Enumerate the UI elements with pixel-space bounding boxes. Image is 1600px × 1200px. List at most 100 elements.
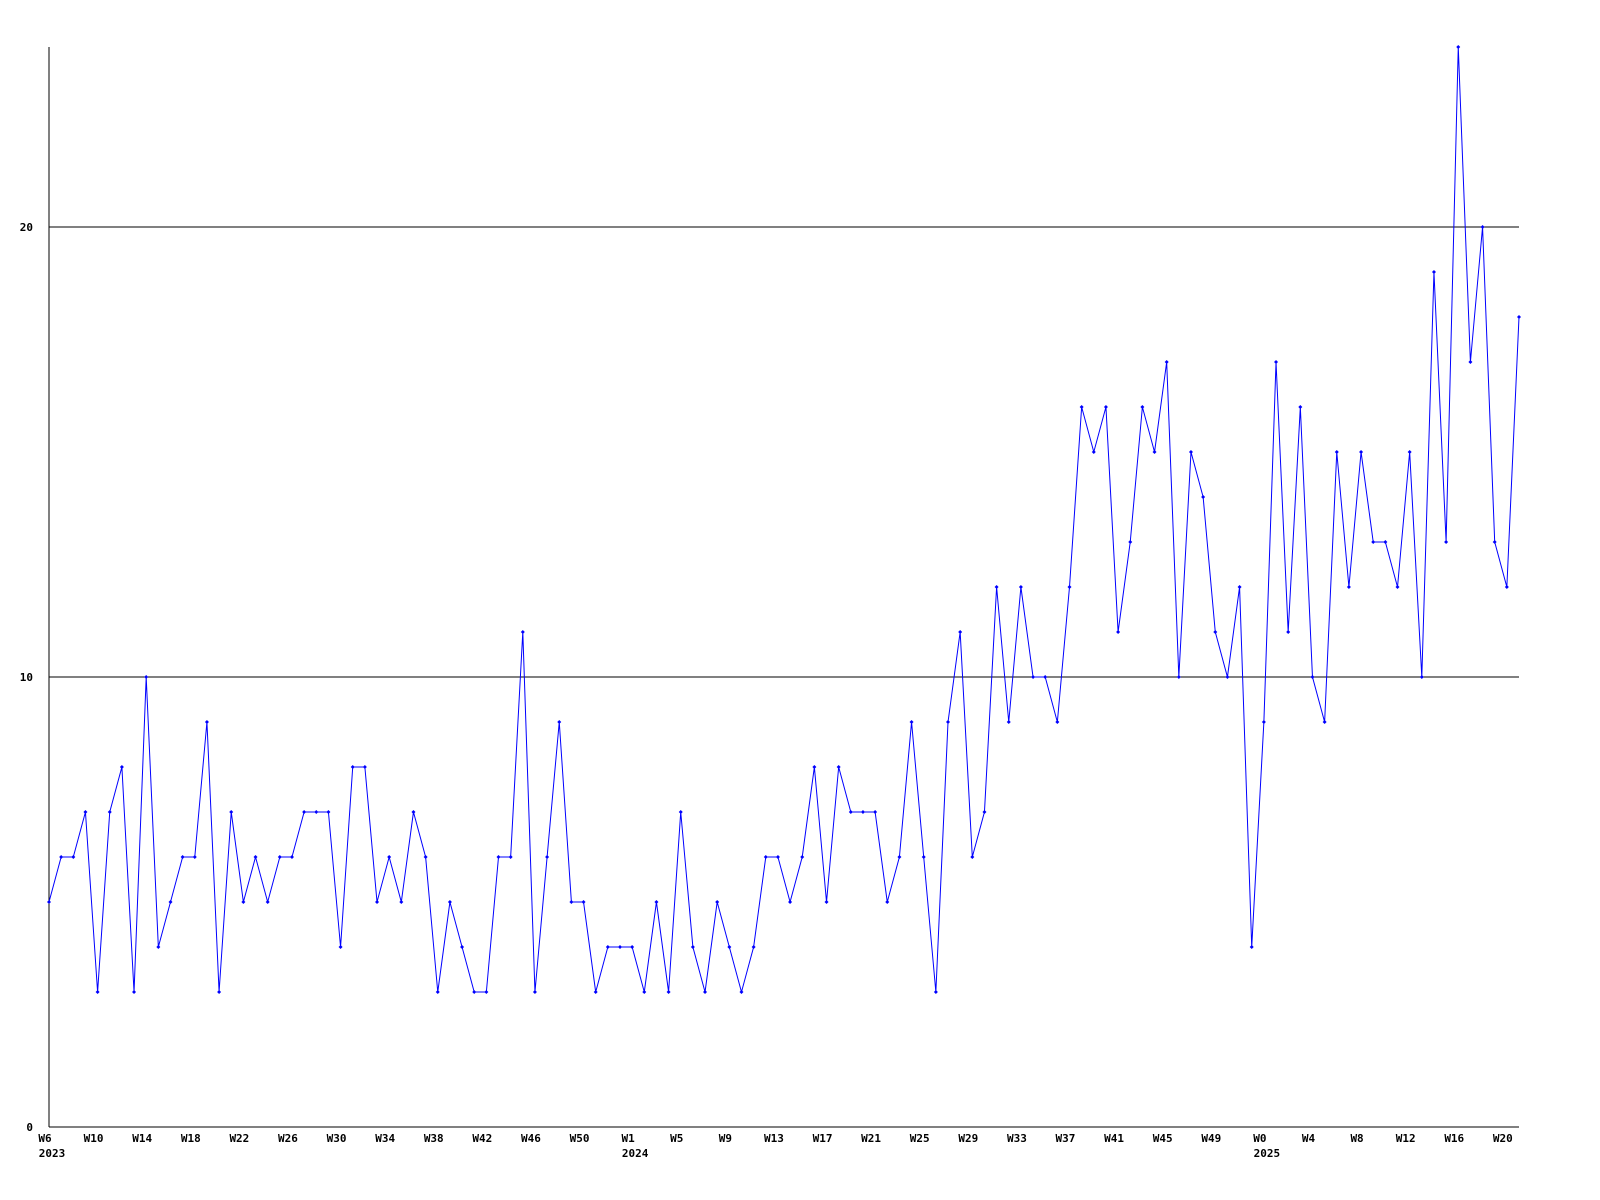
data-point [192,855,197,859]
data-point [1395,585,1400,589]
x-tick-label: W5 [670,1132,683,1145]
x-tick-label: W30 [327,1132,347,1145]
data-point [1201,495,1206,499]
x-tick-label: W26 [278,1132,298,1145]
data-point [1334,450,1339,454]
data-point [168,900,173,904]
data-point [1043,675,1048,679]
data-point [763,855,768,859]
data-point [909,720,914,724]
x-tick-label: W0 [1253,1132,1266,1145]
data-point [1322,720,1327,724]
x-tick-label: W42 [472,1132,492,1145]
data-point [362,765,367,769]
data-point [812,765,817,769]
data-point [1164,360,1169,364]
data-point [678,810,683,814]
data-point [83,810,88,814]
data-point [472,990,477,994]
data-point [958,630,963,634]
data-point [1492,540,1497,544]
data-point [946,720,951,724]
data-point [617,945,622,949]
data-point [1128,540,1133,544]
data-point [605,945,610,949]
data-point [703,990,708,994]
data-point [180,855,185,859]
data-point [1249,945,1254,949]
data-point [1419,675,1424,679]
x-tick-label: W8 [1350,1132,1363,1145]
data-point [253,855,258,859]
y-tick-label: 0 [26,1121,33,1134]
data-point [423,855,428,859]
data-point [71,855,76,859]
data-point [1188,450,1193,454]
data-point [460,945,465,949]
x-tick-label: W37 [1056,1132,1076,1145]
data-point [897,855,902,859]
data-point [1371,540,1376,544]
data-point [1261,720,1266,724]
data-point [532,990,537,994]
data-point [557,720,562,724]
data-point [217,990,222,994]
data-point [860,810,865,814]
x-tick-label: W14 [132,1132,152,1145]
data-point [1018,585,1023,589]
y-tick-label: 10 [20,671,33,684]
x-year-label: 2023 [39,1147,66,1160]
x-tick-label: W38 [424,1132,444,1145]
data-point [1407,450,1412,454]
data-point [970,855,975,859]
x-tick-label: W1 [622,1132,636,1145]
x-tick-label: W41 [1104,1132,1124,1145]
data-point [387,855,392,859]
x-year-label: 2024 [622,1147,649,1160]
data-point [314,810,319,814]
x-tick-label: W45 [1153,1132,1173,1145]
x-tick-label: W6 [38,1132,52,1145]
data-point [1116,630,1121,634]
data-point [690,945,695,949]
data-point [873,810,878,814]
data-point [1237,585,1242,589]
data-point [484,990,489,994]
data-point [1225,675,1230,679]
x-tick-label: W33 [1007,1132,1027,1145]
data-point [1079,405,1084,409]
x-tick-label: W25 [910,1132,930,1145]
data-point [435,990,440,994]
data-point [1006,720,1011,724]
data-point [1456,45,1461,49]
data-point [824,900,829,904]
data-point [593,990,598,994]
data-point [715,900,720,904]
data-point [350,765,355,769]
data-point [47,900,51,904]
data-point [654,900,659,904]
data-point [1431,270,1436,274]
data-point [119,765,124,769]
data-point [289,855,294,859]
x-tick-label: W21 [861,1132,881,1145]
data-point [1140,405,1145,409]
data-point [1152,450,1157,454]
data-point [1346,585,1351,589]
data-point [921,855,926,859]
data-point [1031,675,1036,679]
data-point [277,855,282,859]
x-tick-label: W20 [1493,1132,1513,1145]
data-point [982,810,987,814]
data-point [885,900,890,904]
data-point [1383,540,1388,544]
data-point [800,855,805,859]
x-tick-label: W16 [1444,1132,1464,1145]
x-tick-label: W9 [719,1132,732,1145]
data-point [508,855,513,859]
x-tick-label: W49 [1201,1132,1221,1145]
data-point [1359,450,1364,454]
x-tick-label: W18 [181,1132,201,1145]
data-point [241,900,246,904]
